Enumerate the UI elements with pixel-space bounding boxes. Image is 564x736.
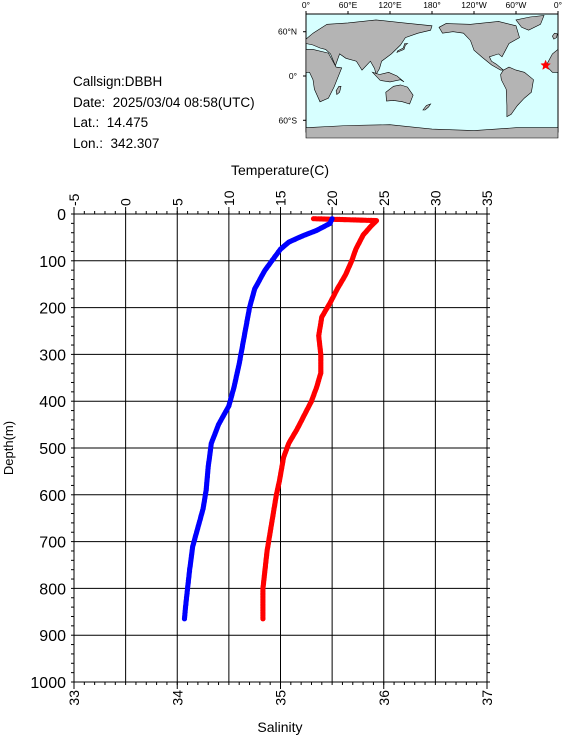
map-lon-label: 180° — [423, 0, 441, 10]
map-land — [305, 15, 559, 139]
map-lon-label: 120°W — [461, 0, 487, 10]
map-lon-label: 0° — [302, 0, 310, 10]
land-new-zealand — [422, 103, 432, 111]
callsign-value: DBBH — [124, 74, 163, 89]
map-lon-label: 60°E — [339, 0, 358, 10]
station-marker — [540, 59, 552, 70]
temperature-axis-label: Temperature(C) — [231, 162, 329, 178]
temperature-tick-label: 15 — [273, 190, 289, 206]
station-star-icon — [540, 59, 552, 70]
map-lon-label: 0° — [554, 0, 562, 10]
callsign-label: Callsign: — [73, 74, 125, 89]
salinity-tick-label: 34 — [169, 690, 185, 706]
land-north-america — [438, 21, 520, 71]
date-row: Date: 2025/03/04 08:58(UTC) — [73, 93, 255, 114]
land-uk — [552, 32, 558, 40]
station-info: Callsign:DBBH Date: 2025/03/04 08:58(UTC… — [73, 72, 255, 154]
depth-tick-label: 500 — [39, 441, 66, 458]
date-label: Date: — [73, 94, 106, 110]
map-lat-label: 60°N — [278, 27, 297, 37]
depth-tick-label: 700 — [39, 535, 66, 552]
salinity-tick-label: 36 — [376, 690, 392, 706]
lon-label: Lon.: — [73, 135, 104, 151]
temperature-tick-labels: -5 0 5 10 15 20 25 30 35 — [66, 190, 495, 214]
salinity-tick-label: 33 — [66, 690, 82, 706]
profile-chart: -5 0 5 10 15 20 25 30 35 33 34 35 36 37 010020030040… — [1, 162, 495, 735]
chart-series — [181, 216, 380, 622]
temperature-point — [260, 616, 266, 622]
land-africa-west — [545, 48, 559, 73]
temperature-tick-label: 20 — [324, 190, 340, 206]
depth-tick-label: 100 — [39, 254, 66, 271]
lat-label: Lat.: — [73, 115, 100, 130]
depth-tick-labels: 0 100 200 300 400 500 600 700 800 900 1000 — [30, 207, 66, 692]
temperature-tick-label: 5 — [169, 198, 185, 206]
land-south-america — [500, 66, 534, 118]
depth-tick-label: 1000 — [30, 675, 66, 692]
lon-row: Lon.: 342.307 — [73, 134, 255, 155]
depth-tick-label: 400 — [39, 394, 66, 411]
land-japan — [396, 43, 409, 53]
temperature-tick-label: 10 — [221, 190, 237, 206]
salinity-tick-labels: 33 34 35 36 37 — [66, 682, 495, 706]
salinity-tick-label: 35 — [273, 690, 289, 706]
map-lat-label: 0° — [289, 71, 297, 81]
depth-tick-label: 300 — [39, 347, 66, 364]
temperature-tick-label: -5 — [66, 193, 82, 206]
salinity-tick-label: 37 — [479, 690, 495, 706]
temperature-tick-label: 35 — [479, 190, 495, 206]
map-lon-label: 60°W — [506, 0, 527, 10]
temperature-tick-label: 0 — [118, 198, 134, 206]
depth-tick-label: 600 — [39, 488, 66, 505]
lat-row: Lat.: 14.475 — [73, 113, 255, 134]
map-lon-label: 120°E — [378, 0, 402, 10]
land-madagascar — [335, 86, 342, 96]
depth-tick-label: 800 — [39, 581, 66, 598]
depth-tick-label: 0 — [57, 207, 66, 224]
depth-tick-label: 200 — [39, 301, 66, 318]
map-labels: 0° 60°E 120°E 180° 120°W 60°W 0° 60°N 0° 60°S — [278, 0, 562, 125]
land-europe-asia — [305, 19, 433, 76]
temperature-tick-label: 30 — [427, 190, 443, 206]
land-indonesia — [371, 71, 405, 83]
lat-value: 14.475 — [106, 115, 149, 130]
salinity-axis-label: Salinity — [257, 719, 302, 735]
land-greenland — [515, 15, 545, 31]
land-australia — [385, 84, 414, 105]
map-lat-label: 60°S — [278, 115, 297, 125]
depth-axis-label: Depth(m) — [1, 421, 16, 475]
lon-value: 342.307 — [110, 135, 160, 151]
land-antarctica — [305, 124, 559, 139]
date-value: 2025/03/04 08:58(UTC) — [112, 94, 255, 110]
land-africa — [305, 49, 343, 103]
depth-tick-label: 900 — [39, 628, 66, 645]
salinity-point — [181, 616, 188, 622]
callsign-row: Callsign:DBBH — [73, 72, 255, 93]
world-map: 0° 60°E 120°E 180° 120°W 60°W 0° 60°N 0° 60°S — [278, 0, 562, 139]
temperature-tick-label: 25 — [376, 190, 392, 206]
